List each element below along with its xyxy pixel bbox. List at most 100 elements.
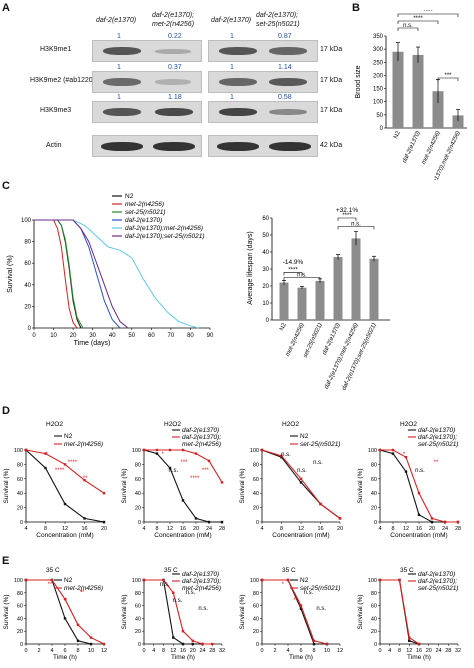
panel-y-tick-label: 0 <box>20 520 23 526</box>
panel-series-marker <box>194 452 198 455</box>
panel-series-marker <box>181 630 185 633</box>
panel-significance-mark: n.s. <box>281 452 291 458</box>
panel-series-line-1 <box>380 579 420 645</box>
panel-x-tick-label: 12 <box>167 526 173 532</box>
avg-bar <box>279 282 289 320</box>
avg-bar <box>315 280 325 320</box>
panel-x-tick-label: 12 <box>337 648 343 654</box>
condition-label: 35 C <box>282 567 296 574</box>
panel-x-tick-label: 12 <box>403 526 409 532</box>
condition-label: H2O2 <box>46 421 63 428</box>
panel-legend-label: set-25(n5021) <box>418 441 458 448</box>
panel-legend-label: daf-2(e1370) <box>418 571 455 578</box>
panel-x-tick-label: 12 <box>406 648 412 654</box>
quant-left-3a: 1 <box>117 94 121 101</box>
avg-bar <box>351 238 361 320</box>
panel-x-tick-label: 20 <box>426 648 432 654</box>
survival-line-3 <box>34 219 121 329</box>
panel-series-line-1 <box>261 449 341 519</box>
panel-significance-mark: *** <box>202 468 210 474</box>
panel-series-marker <box>168 466 172 470</box>
quant-left-1a: 1 <box>117 33 121 40</box>
panel-series-line-1 <box>144 449 223 483</box>
survival-legend-label: daf-2(e1370);set-25(n5021) <box>125 233 205 240</box>
panel-series-marker <box>408 636 411 639</box>
panel-y-tick-label: 40 <box>135 491 141 497</box>
h2o2-panel-4: H2O2 0 20 40 60 80 100 4 8 12 16 20 24 28 Concentratio… <box>357 421 461 539</box>
blot-header-right-2: daf-2(e1370); <box>256 12 299 19</box>
panel-series-marker <box>89 636 93 639</box>
avg-y-tick-label: 20 <box>262 284 269 290</box>
panel-x-tick-label: 4 <box>378 526 381 532</box>
panel-series-marker <box>220 520 224 524</box>
panel-significance-mark: * <box>65 598 68 604</box>
panel-y-tick-label: 100 <box>250 578 259 584</box>
panel-series-marker <box>63 598 67 601</box>
panel-y-tick-label: 40 <box>253 491 259 497</box>
lifespan-survival-chart: 0 20 40 60 80 100 0 10 20 30 40 50 60 70 80 90 Time (day… <box>7 193 214 347</box>
panel-x-label: Time (h) <box>407 654 431 661</box>
avg-y-label: Average lifespan (days) <box>247 231 254 304</box>
brood-y-tick-label: 250 <box>373 60 384 66</box>
brood-bar <box>412 54 424 128</box>
h2o2-panel-3: H2O2 0 20 40 60 80 100 4 8 12 16 20 Concentration (m… <box>239 421 343 539</box>
panel-y-tick-label: 100 <box>368 578 377 584</box>
avg-category-label: met-2(n4256) <box>285 322 306 357</box>
quant-right-1b: 0.87 <box>278 33 292 40</box>
panel-significance-mark: ** <box>80 590 85 596</box>
panel-series-marker <box>312 642 316 646</box>
avg-category-label: daf-2(e1370);set-25(n5021) <box>341 322 377 391</box>
h2o2-stress-row: H2O2 0 20 40 60 80 100 4 8 12 16 20 Concentration (m… <box>0 412 474 552</box>
panel-x-tick-label: 8 <box>398 648 401 654</box>
panel-series-marker <box>89 642 93 646</box>
panel-series-marker <box>299 477 303 480</box>
quant-left-2a: 1 <box>117 64 121 71</box>
panel-series-marker <box>50 578 54 582</box>
panel-legend-label: daf-2(e1370); <box>182 434 221 441</box>
panel-y-tick-label: 20 <box>135 629 141 635</box>
panel-label-d: D <box>2 405 10 417</box>
panel-x-tick-label: 20 <box>190 648 196 654</box>
panel-series-marker <box>391 452 395 455</box>
panel-label-e: E <box>2 555 10 567</box>
survival-x-tick-label: 10 <box>50 333 57 339</box>
panel-x-tick-label: 2 <box>273 648 276 654</box>
panel-y-tick-label: 20 <box>17 629 23 635</box>
panel-significance-mark: ** <box>434 460 439 466</box>
condition-label: H2O2 <box>400 421 417 428</box>
panel-series-marker <box>194 517 198 520</box>
panel-series-marker <box>102 492 106 495</box>
panel-series-line-0 <box>380 579 420 645</box>
panel-significance-mark: n.s. <box>173 598 183 604</box>
panel-y-tick-label: 60 <box>371 477 377 483</box>
avg-bar <box>369 258 379 320</box>
blot-image-left-h3k9me3 <box>92 101 202 123</box>
panel-legend-label: set-25(n5021) <box>300 441 340 448</box>
survival-x-tick-label: 30 <box>89 333 96 339</box>
panel-series-marker <box>142 578 146 582</box>
quant-right-3a: 1 <box>230 94 234 101</box>
panel-significance-mark: n.s. <box>198 606 208 612</box>
panel-y-tick-label: 0 <box>256 520 259 526</box>
quant-left-1b: 0.22 <box>168 33 182 40</box>
panel-x-label: Time (h) <box>289 654 313 661</box>
panel-series-line-1 <box>25 449 105 494</box>
panel-x-label: Concentration (mM) <box>272 532 329 539</box>
panel-series-marker <box>24 578 28 582</box>
avg-pct-right: +32.1% <box>336 207 358 214</box>
survival-legend-label: daf-2(e1370) <box>125 217 162 224</box>
avg-sig-right-2-label: n.s. <box>351 222 361 228</box>
survival-legend-label: daf-2(e1370);met-2(n4256) <box>125 225 203 232</box>
panel-x-tick-label: 12 <box>170 648 176 654</box>
panel-x-tick-label: 24 <box>199 648 205 654</box>
brood-sig-2-label: **** <box>413 16 423 22</box>
brood-size-chart: 0 50 100 150 200 250 300 350 Brood size N2 daf-2(e… <box>355 10 467 180</box>
blot-header-left-2: daf-2(e1370); <box>152 12 195 19</box>
panel-y-tick-label: 100 <box>132 578 141 584</box>
panel-x-tick-label: 8 <box>44 526 47 532</box>
panel-y-label: Survival (%) <box>3 468 10 503</box>
panel-x-tick-label: 10 <box>324 648 330 654</box>
brood-y-tick-label: 350 <box>373 34 384 40</box>
panel-y-tick-label: 80 <box>371 462 377 468</box>
panel-series-line-0 <box>379 449 458 523</box>
